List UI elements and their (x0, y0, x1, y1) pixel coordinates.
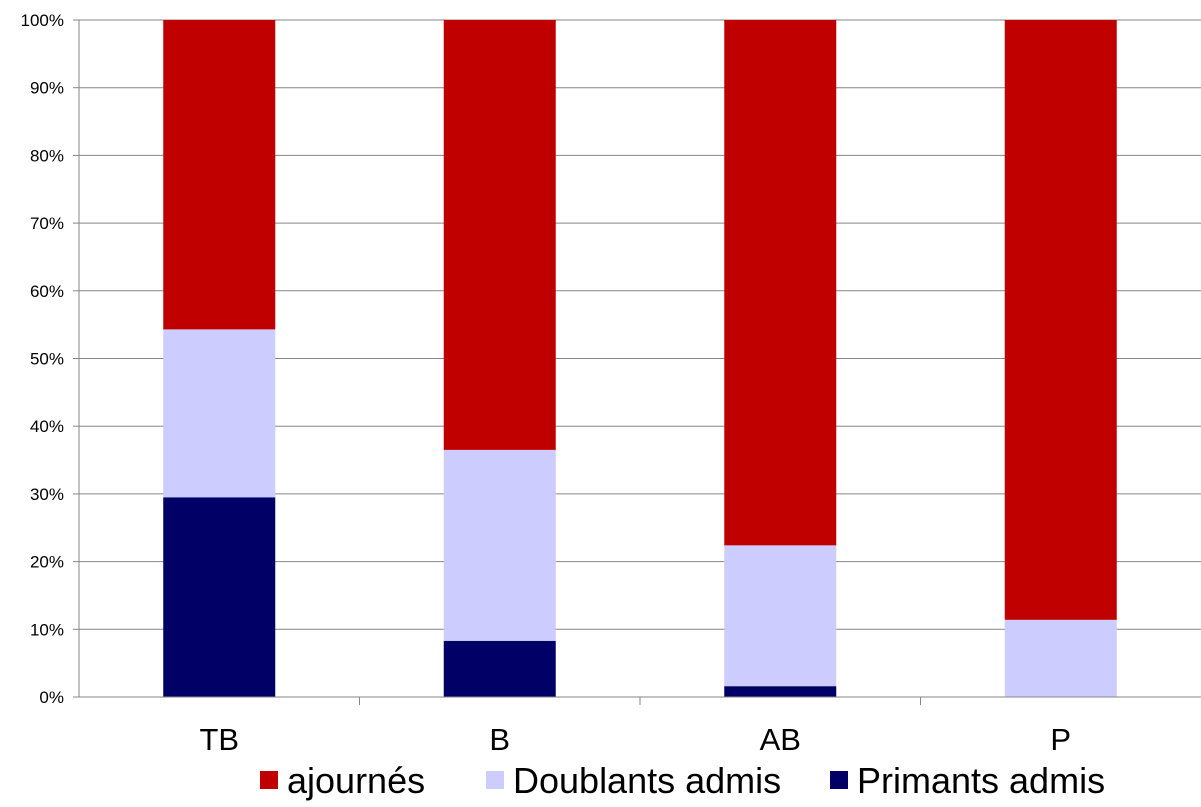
bar-segment (443, 640, 556, 697)
x-tick-label: AB (760, 722, 801, 757)
y-tick-label: 30% (30, 485, 64, 504)
bar-segment (1004, 20, 1117, 620)
y-tick-label: 20% (30, 553, 64, 572)
x-tick-labels: TB B AB P (199, 722, 1071, 757)
axes (78, 20, 1201, 705)
y-tick-label: 50% (30, 350, 64, 369)
bar-segment (724, 20, 837, 546)
y-tick-labels: 0% 10% 20% 30% 40% 50% 60% 70% 80% 90% 100% (21, 11, 64, 707)
bar-segment (724, 545, 837, 687)
bar-segment (163, 497, 276, 697)
bar-segment (163, 329, 276, 498)
y-tick-label: 100% (21, 11, 64, 30)
bar-segment (724, 686, 837, 697)
x-tick-label: P (1050, 722, 1071, 757)
bar-segment (163, 20, 276, 330)
y-tick-label: 0% (39, 688, 64, 707)
legend: ajournés Doublants admis Primants admis (260, 760, 1105, 801)
y-tick-label: 70% (30, 214, 64, 233)
bar-segment (443, 449, 556, 641)
x-tick-label: TB (199, 722, 239, 757)
y-tick-label: 10% (30, 620, 64, 639)
legend-swatch (486, 771, 504, 789)
legend-label: Primants admis (857, 760, 1105, 801)
x-tick-label: B (489, 722, 510, 757)
legend-label: ajournés (287, 760, 425, 801)
y-tick-label: 80% (30, 146, 64, 165)
legend-swatch (830, 771, 848, 789)
legend-swatch (260, 771, 278, 789)
y-tick-label: 60% (30, 282, 64, 301)
y-tick-label: 90% (30, 79, 64, 98)
y-tick-label: 40% (30, 417, 64, 436)
bar-segment (1004, 619, 1117, 697)
bars (163, 20, 1117, 697)
legend-label: Doublants admis (513, 760, 781, 801)
bar-segment (443, 20, 556, 450)
